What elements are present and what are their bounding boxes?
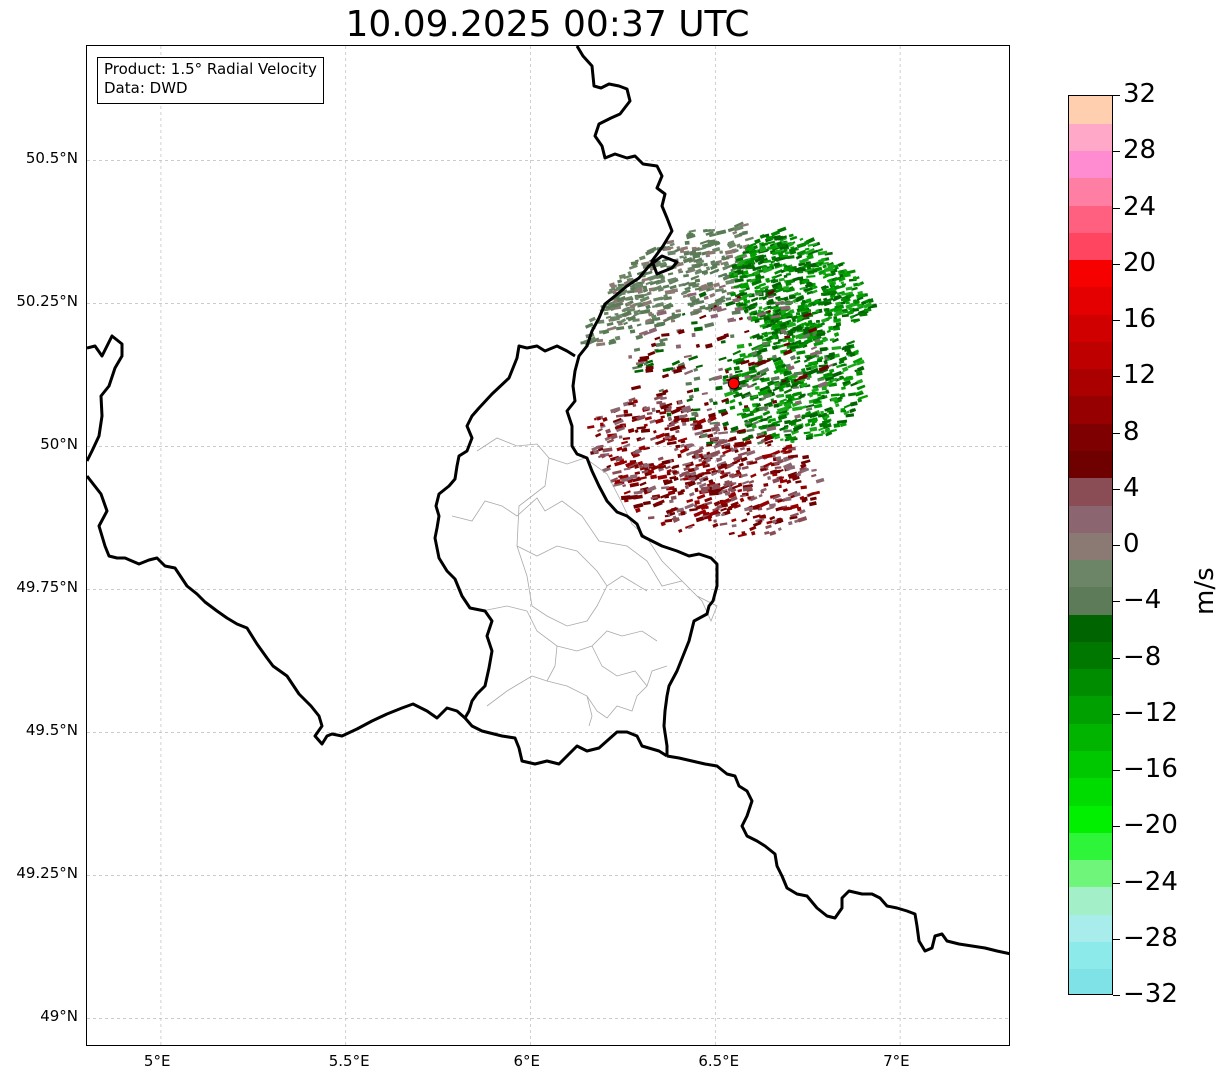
colorbar-segment bbox=[1069, 777, 1112, 806]
colorbar-tick-mark bbox=[1113, 938, 1120, 940]
colorbar-tick-label: 8 bbox=[1123, 416, 1140, 447]
colorbar-tick-label: 32 bbox=[1123, 79, 1157, 109]
data-source-label: Data: DWD bbox=[104, 79, 188, 97]
colorbar-tick-mark bbox=[1113, 601, 1120, 603]
colorbar-tick-mark bbox=[1113, 320, 1120, 321]
colorbar-tick-label: 20 bbox=[1123, 247, 1157, 278]
colorbar-tick-mark bbox=[1113, 770, 1120, 771]
colorbar-segment bbox=[1069, 941, 1112, 970]
map-canvas[interactable] bbox=[87, 46, 1010, 1046]
colorbar-tick-label: 0 bbox=[1123, 529, 1140, 559]
colorbar-segment bbox=[1069, 259, 1112, 288]
radar-site-marker[interactable] bbox=[727, 377, 740, 390]
colorbar-tick-mark bbox=[1113, 151, 1120, 153]
info-box: Product: 1.5° Radial Velocity Data: DWD bbox=[97, 57, 324, 104]
colorbar-segment bbox=[1069, 177, 1112, 206]
colorbar-tick-label: −20 bbox=[1123, 810, 1178, 841]
colorbar-tick-mark bbox=[1113, 263, 1120, 265]
colorbar-segment bbox=[1069, 450, 1112, 479]
colorbar-segment bbox=[1069, 205, 1112, 233]
colorbar-segment bbox=[1069, 886, 1112, 915]
colorbar-unit-label: m/s bbox=[1190, 567, 1220, 615]
lon-tick-label: 7°E bbox=[883, 1052, 910, 1070]
colorbar-tick-label: 16 bbox=[1123, 304, 1157, 334]
graticule bbox=[87, 46, 1009, 1045]
colorbar bbox=[1068, 95, 1113, 995]
colorbar-tick-mark bbox=[1113, 488, 1120, 490]
product-label: Product: 1.5° Radial Velocity bbox=[104, 60, 317, 78]
colorbar-segment bbox=[1069, 750, 1112, 779]
colorbar-segment bbox=[1069, 805, 1112, 833]
colorbar-tick-mark bbox=[1113, 657, 1120, 659]
colorbar-tick-mark bbox=[1113, 432, 1120, 434]
colorbar-segment bbox=[1069, 914, 1112, 942]
lon-tick-label: 5.5°E bbox=[328, 1052, 370, 1070]
colorbar-tick-mark bbox=[1113, 826, 1120, 828]
colorbar-tick-label: −16 bbox=[1123, 754, 1178, 784]
map-title: 10.09.2025 00:37 UTC bbox=[345, 4, 750, 45]
colorbar-segment bbox=[1069, 96, 1112, 124]
colorbar-tick-label: 12 bbox=[1123, 360, 1157, 391]
colorbar-tick-label: −12 bbox=[1123, 697, 1178, 728]
colorbar-tick-label: 24 bbox=[1123, 191, 1157, 222]
colorbar-segment bbox=[1069, 586, 1112, 615]
colorbar-segment bbox=[1069, 396, 1112, 424]
map-panel[interactable] bbox=[86, 45, 1010, 1046]
colorbar-tick-label: −4 bbox=[1123, 585, 1162, 616]
colorbar-segment bbox=[1069, 532, 1112, 561]
colorbar-tick-mark bbox=[1113, 713, 1120, 715]
colorbar-tick-label: −24 bbox=[1123, 866, 1178, 897]
colorbar-tick-label: −28 bbox=[1123, 922, 1178, 953]
lat-tick-label: 50°N bbox=[40, 435, 78, 454]
lat-tick-label: 49°N bbox=[40, 1007, 78, 1026]
colorbar-segment bbox=[1069, 723, 1112, 752]
colorbar-segment bbox=[1069, 232, 1112, 261]
colorbar-segment bbox=[1069, 614, 1112, 642]
colorbar-tick-label: −32 bbox=[1123, 979, 1178, 1009]
colorbar-segment bbox=[1069, 314, 1112, 342]
colorbar-segment bbox=[1069, 286, 1112, 315]
colorbar-segment bbox=[1069, 559, 1112, 588]
colorbar-segment bbox=[1069, 368, 1112, 397]
lon-tick-label: 6.5°E bbox=[698, 1052, 740, 1070]
colorbar-tick-label: 28 bbox=[1123, 135, 1157, 166]
lat-tick-label: 49.75°N bbox=[16, 578, 78, 597]
colorbar-tick-mark bbox=[1113, 95, 1120, 96]
lat-tick-label: 49.5°N bbox=[25, 721, 78, 740]
colorbar-label-wrap: m/s bbox=[1190, 567, 1225, 635]
colorbar-segment bbox=[1069, 150, 1112, 179]
colorbar-tick-mark bbox=[1113, 995, 1120, 996]
colorbar-segment bbox=[1069, 505, 1112, 533]
colorbar-segment bbox=[1069, 832, 1112, 861]
admin-boundaries bbox=[451, 437, 718, 727]
colorbar-segment bbox=[1069, 477, 1112, 506]
colorbar-segment bbox=[1069, 696, 1112, 724]
colorbar-segment bbox=[1069, 968, 1112, 994]
colorbar-tick-label: −8 bbox=[1123, 641, 1162, 672]
colorbar-tick-mark bbox=[1113, 545, 1120, 546]
colorbar-tick-mark bbox=[1113, 207, 1120, 209]
colorbar-segment bbox=[1069, 641, 1112, 670]
country-borders bbox=[87, 46, 1009, 956]
lon-tick-label: 5°E bbox=[143, 1052, 171, 1070]
colorbar-tick-label: 4 bbox=[1123, 472, 1140, 503]
colorbar-segment bbox=[1069, 859, 1112, 888]
radar-echoes bbox=[580, 221, 878, 538]
colorbar-tick-mark bbox=[1113, 376, 1120, 378]
lat-tick-label: 49.25°N bbox=[16, 864, 78, 883]
colorbar-segment bbox=[1069, 123, 1112, 152]
colorbar-segment bbox=[1069, 668, 1112, 697]
lon-tick-label: 6°E bbox=[513, 1052, 541, 1070]
colorbar-segment bbox=[1069, 423, 1112, 452]
colorbar-segment bbox=[1069, 341, 1112, 370]
lat-tick-label: 50.5°N bbox=[25, 149, 78, 168]
lat-tick-label: 50.25°N bbox=[16, 292, 78, 311]
colorbar-tick-mark bbox=[1113, 882, 1120, 884]
